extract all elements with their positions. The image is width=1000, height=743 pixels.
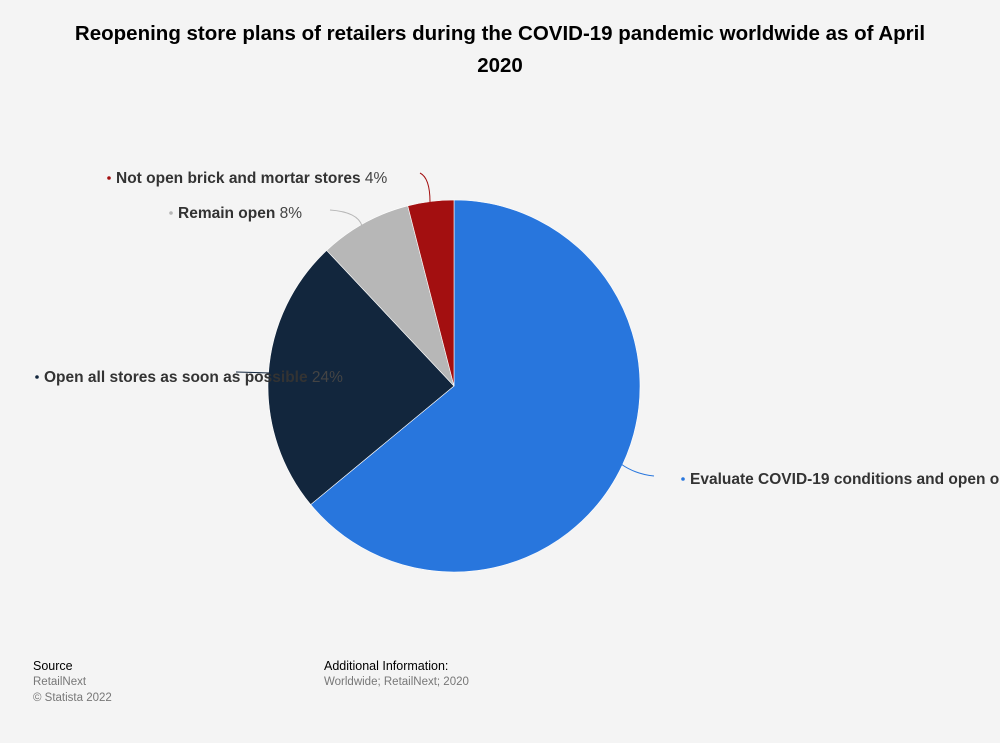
pie-slice[interactable] <box>407 199 455 387</box>
pie-slice[interactable] <box>326 205 455 387</box>
legend-dot <box>681 477 685 481</box>
legend-dot <box>35 375 39 379</box>
legend-dot <box>107 176 111 180</box>
additional-heading: Additional Information: <box>324 659 449 673</box>
slice-label: Open all stores as soon as possible 24% <box>44 369 343 386</box>
additional-info-block: Additional Information: Worldwide; Retai… <box>324 658 469 690</box>
source-block: Source RetailNext © Statista 2022 <box>33 658 112 706</box>
copyright: © Statista 2022 <box>33 692 112 704</box>
additional-text: Worldwide; RetailNext; 2020 <box>324 676 469 688</box>
slice-label: Not open brick and mortar stores 4% <box>116 170 388 187</box>
source-name[interactable]: RetailNext <box>33 676 87 688</box>
label-connector <box>329 209 363 227</box>
slice-label: Remain open 8% <box>178 205 302 222</box>
label-connector <box>419 172 431 203</box>
label-connector <box>235 371 271 374</box>
label-connector <box>620 463 655 477</box>
legend-dot <box>169 211 173 215</box>
chart-title: Reopening store plans of retailers durin… <box>74 22 926 77</box>
slice-label: Evaluate COVID-19 conditions and open o <box>690 471 999 488</box>
source-heading: Source <box>33 659 73 673</box>
pie-slice[interactable] <box>267 249 455 505</box>
